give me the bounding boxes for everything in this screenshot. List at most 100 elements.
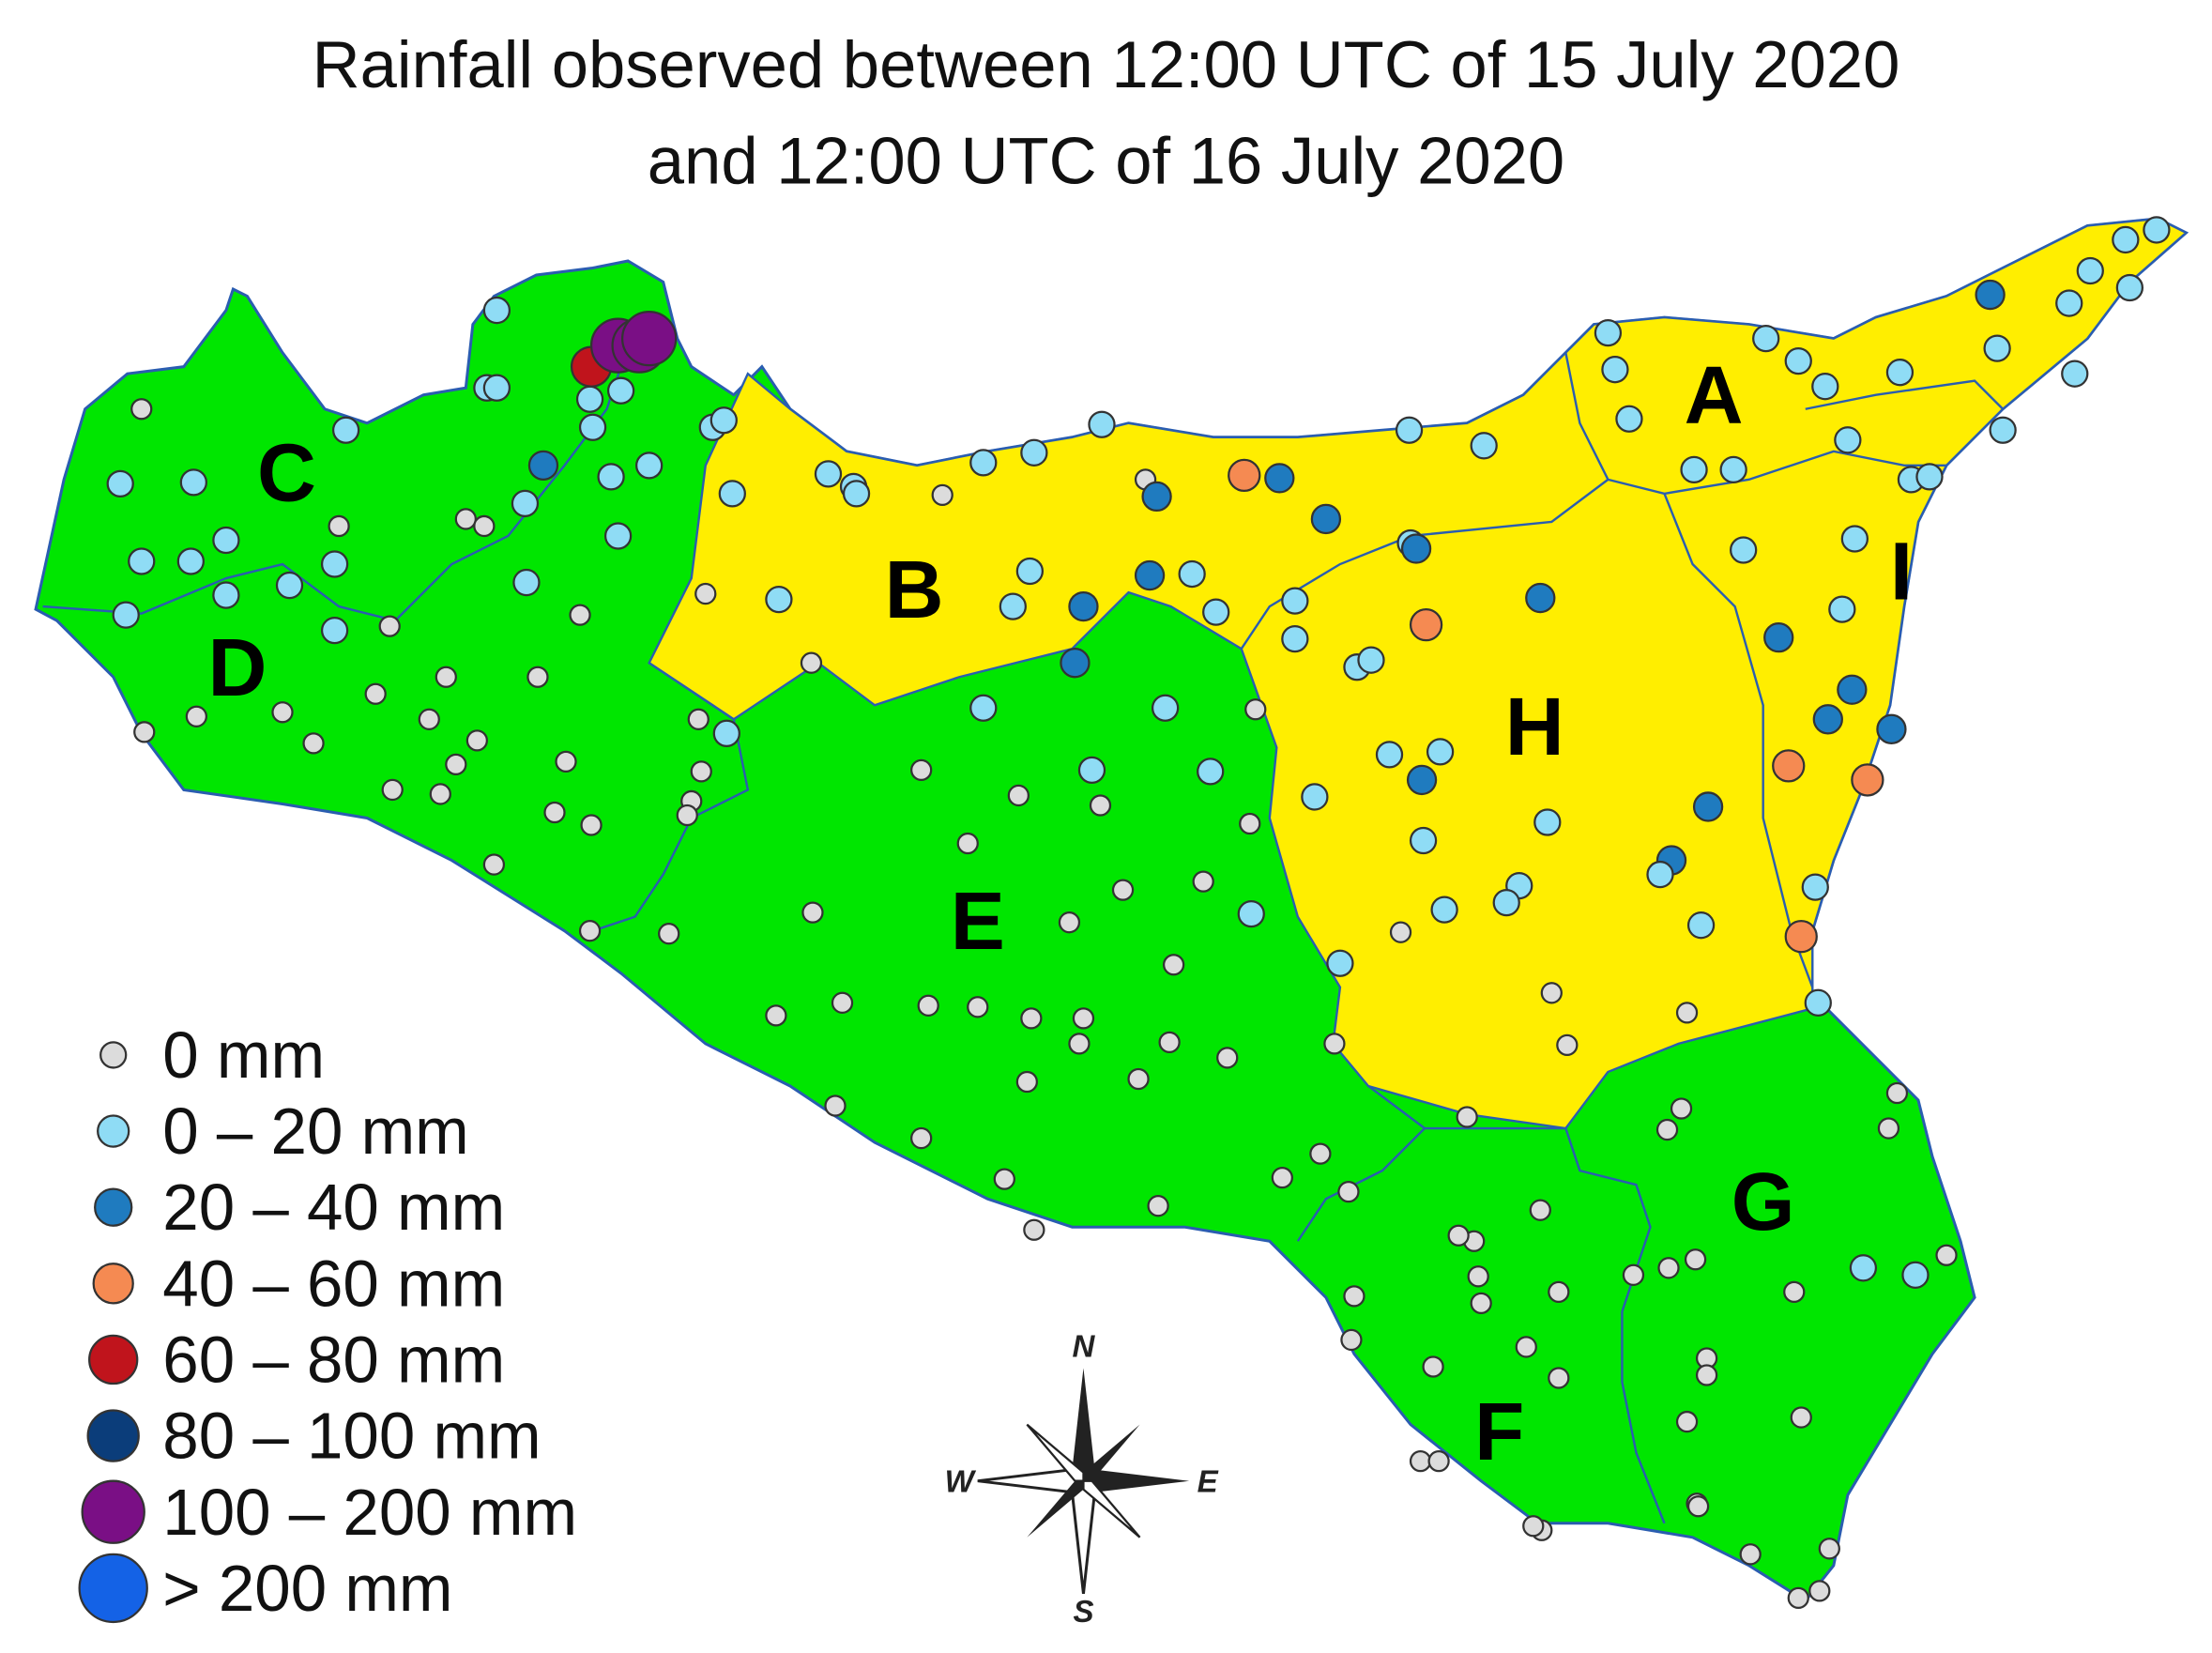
station [1529, 1199, 1551, 1221]
station [1686, 911, 1716, 940]
station [112, 601, 140, 629]
station [1068, 1033, 1091, 1055]
station [445, 753, 467, 776]
station [527, 450, 559, 481]
station [1684, 1248, 1707, 1271]
station [331, 416, 360, 444]
station [1406, 764, 1438, 796]
station [482, 853, 506, 876]
station [1594, 318, 1623, 347]
station [320, 616, 349, 645]
station [1548, 1367, 1570, 1389]
station [1470, 1292, 1492, 1315]
station [1808, 1580, 1831, 1602]
station [1655, 1118, 1679, 1141]
compass-s: S [1073, 1595, 1093, 1630]
legend-symbol [94, 1187, 133, 1227]
station [1088, 410, 1116, 438]
station [1470, 432, 1498, 460]
station [1670, 1097, 1693, 1120]
station [1281, 587, 1309, 615]
station [1492, 888, 1520, 917]
station [2061, 360, 2089, 388]
station [606, 376, 635, 405]
compass-w: W [945, 1465, 977, 1500]
station [1151, 694, 1180, 722]
station [106, 469, 134, 498]
station [482, 374, 511, 402]
station [1447, 1224, 1470, 1247]
station [1271, 1166, 1293, 1189]
station [1134, 559, 1166, 591]
station [1389, 921, 1412, 943]
station [1309, 1142, 1332, 1165]
station [1849, 1254, 1878, 1282]
station [969, 694, 998, 722]
station [1020, 438, 1048, 467]
station [1801, 873, 1829, 901]
legend-symbol [81, 1479, 145, 1544]
station [917, 994, 939, 1017]
legend-label: 80 – 100 mm [162, 1400, 541, 1473]
station [1811, 373, 1839, 401]
station [1023, 1218, 1045, 1241]
station [956, 832, 979, 855]
station [526, 666, 549, 688]
region-label: H [1505, 681, 1564, 773]
station [1730, 536, 1758, 564]
station [1525, 582, 1556, 614]
station [1427, 1450, 1450, 1473]
station [824, 1094, 847, 1117]
station [364, 682, 387, 705]
station [1060, 648, 1091, 679]
station [1068, 590, 1099, 622]
station [1675, 1410, 1699, 1433]
station [814, 460, 843, 488]
station [1340, 1328, 1363, 1352]
station [1239, 812, 1261, 835]
station [473, 514, 496, 538]
station [1337, 1181, 1360, 1203]
station [1885, 359, 1915, 387]
station [687, 708, 709, 730]
station [418, 708, 440, 730]
station [1467, 1265, 1489, 1288]
station [1695, 1364, 1718, 1386]
station [482, 296, 511, 325]
station [1876, 713, 1907, 744]
station [179, 468, 207, 497]
station [620, 310, 678, 367]
station [1840, 525, 1869, 553]
station [578, 920, 602, 942]
station [2055, 289, 2083, 317]
station [1456, 1106, 1478, 1128]
legend-symbol [92, 1263, 134, 1305]
station [1072, 1007, 1095, 1030]
station [1147, 1195, 1169, 1217]
station [800, 651, 823, 674]
station [1178, 559, 1206, 589]
station [1409, 1450, 1432, 1473]
region-label: I [1890, 527, 1913, 618]
station [1409, 826, 1438, 855]
station [999, 592, 1027, 620]
region-label: A [1685, 350, 1744, 441]
station [842, 480, 871, 508]
station [1772, 749, 1806, 783]
region-label: G [1731, 1156, 1795, 1247]
station [543, 801, 566, 824]
station [1790, 1406, 1812, 1429]
station [765, 585, 793, 614]
station [690, 760, 712, 783]
legend-symbol [86, 1409, 140, 1462]
station [1935, 1244, 1958, 1266]
station [658, 923, 680, 945]
station [454, 508, 477, 530]
station [1548, 1280, 1570, 1303]
station [709, 406, 738, 435]
station [635, 452, 664, 480]
legend-label: 100 – 200 mm [162, 1476, 577, 1549]
station [271, 701, 294, 724]
station [1686, 1495, 1710, 1518]
